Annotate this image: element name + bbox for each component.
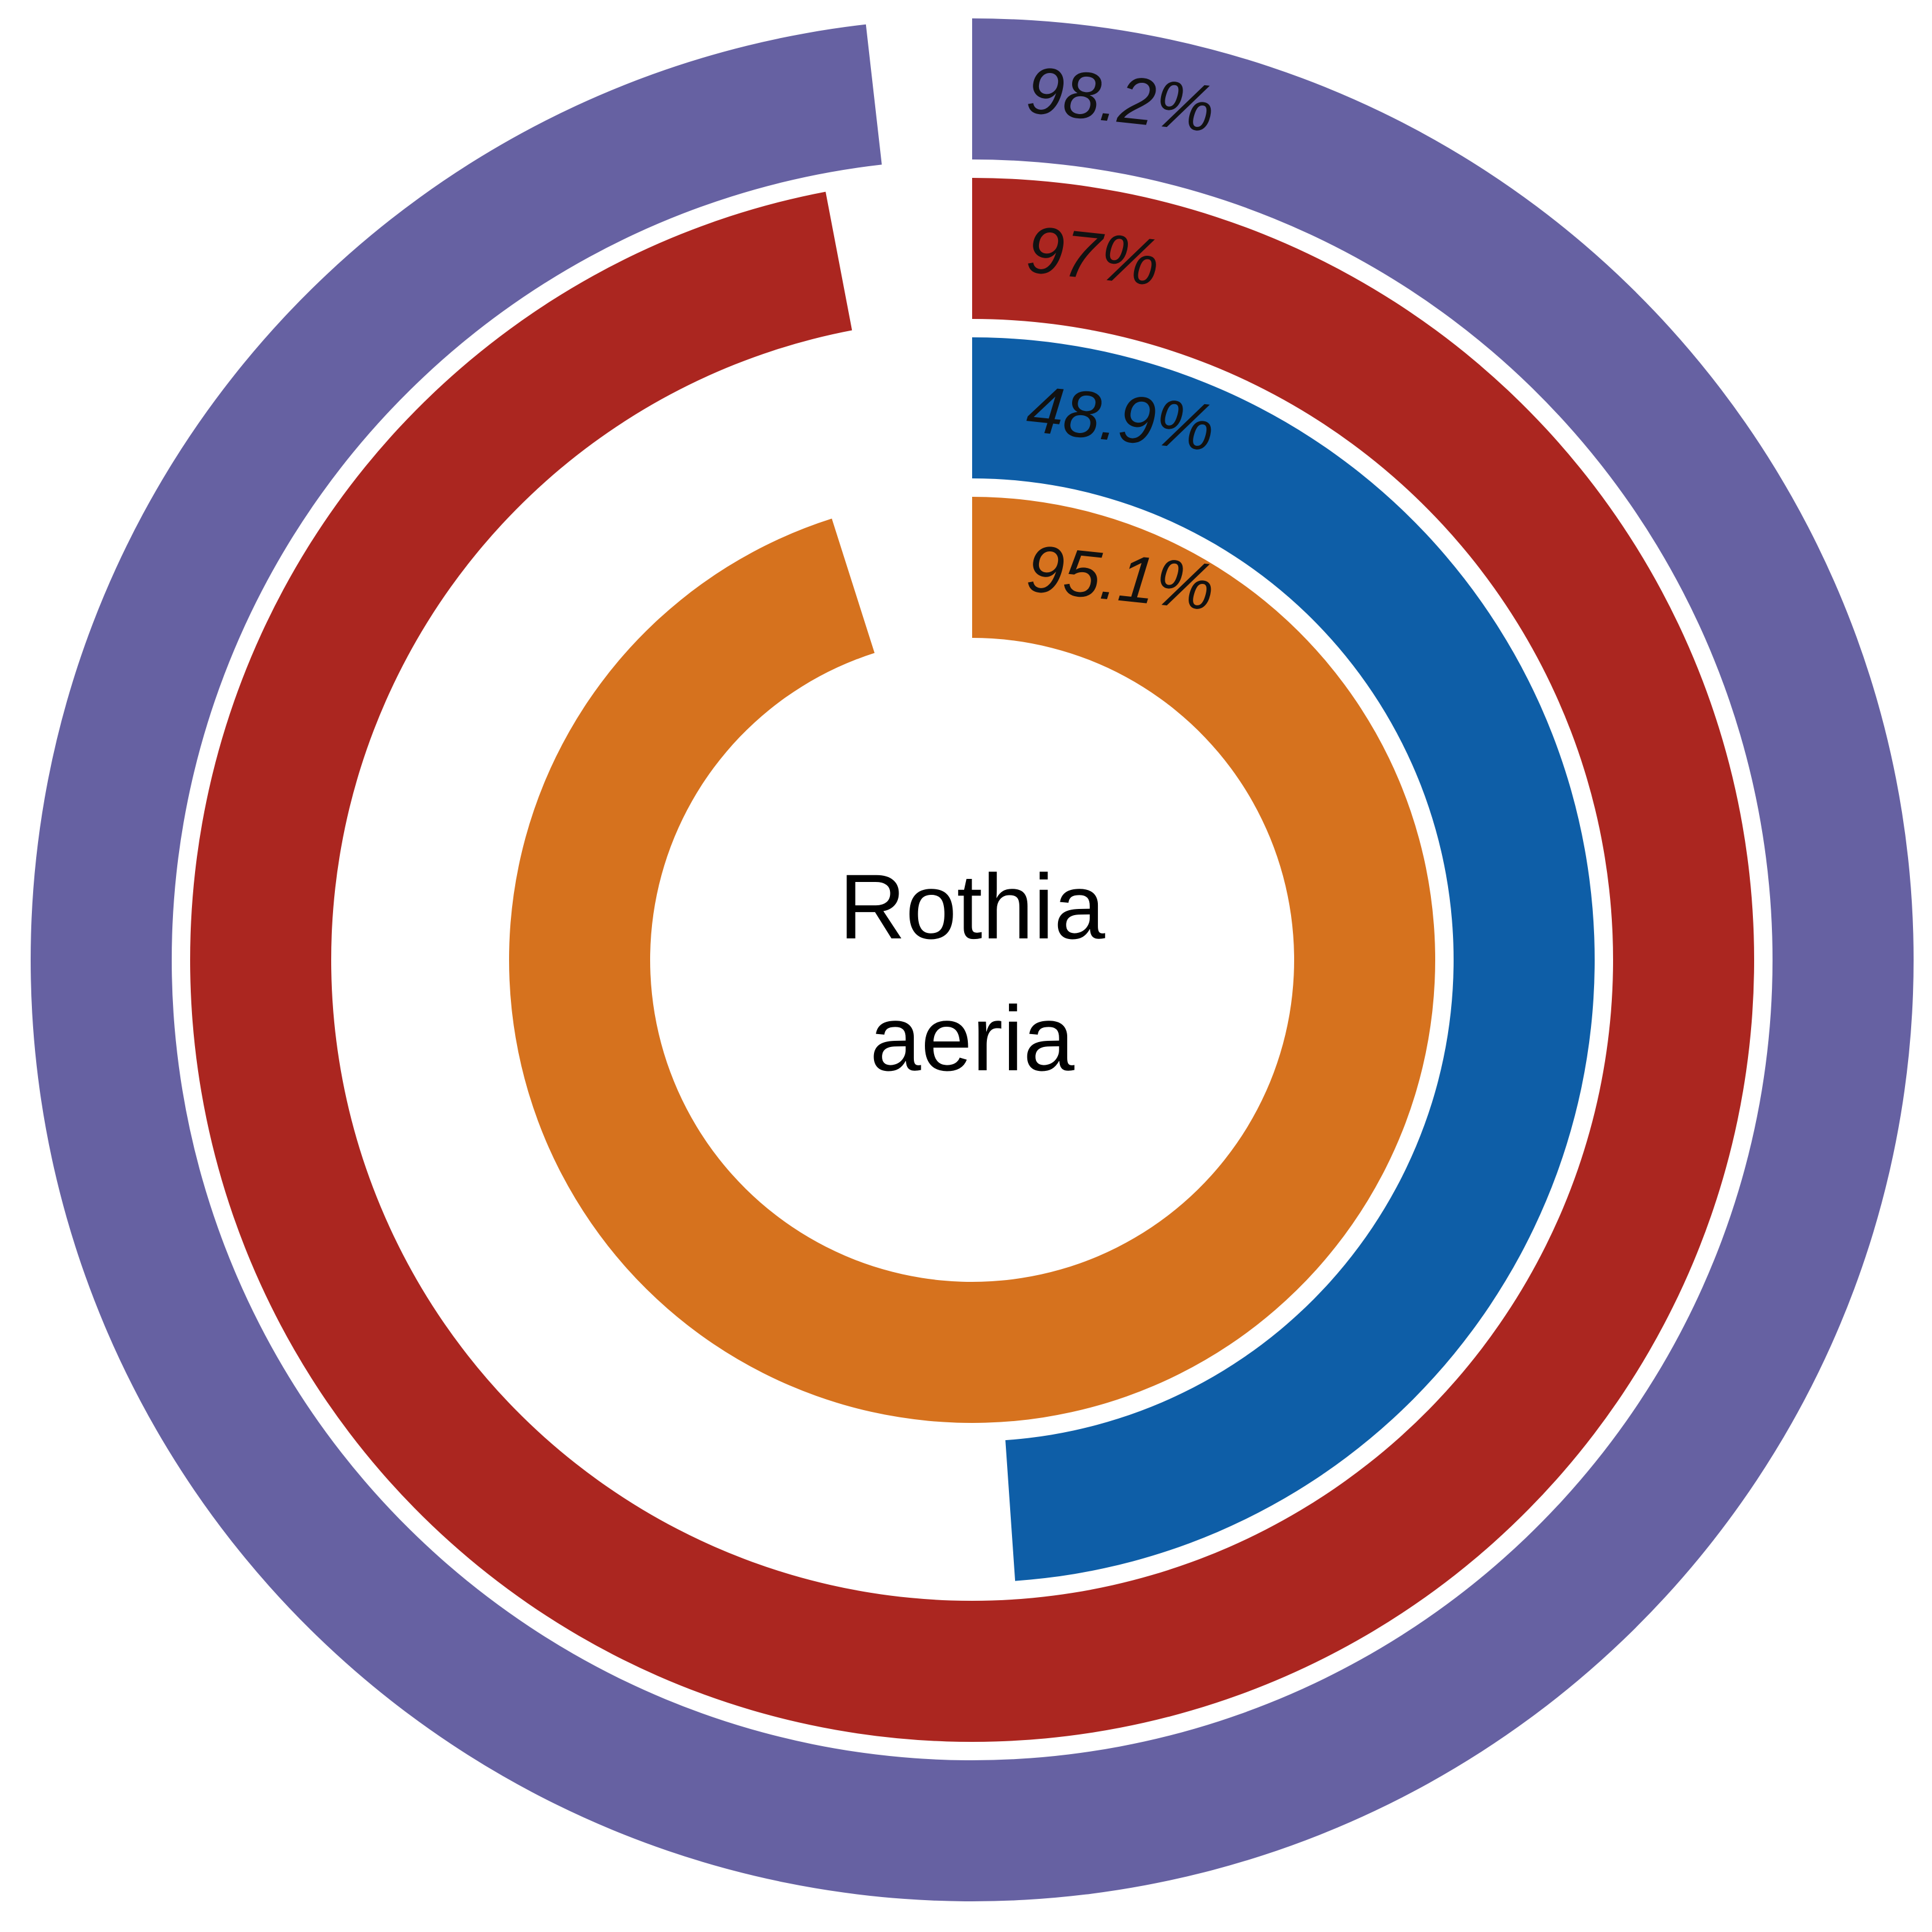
- ring-bar-4: [509, 497, 1435, 1423]
- ring-bar-3: [972, 337, 1595, 1581]
- center-label-line-1: Rothia: [839, 855, 1105, 958]
- ring-labels-group: 98.2%97%48.9%95.1%: [1024, 52, 1218, 624]
- rings-group: [30, 18, 1914, 1901]
- center-label-line-2: aeria: [870, 987, 1075, 1090]
- ring-label-2: 97%: [1024, 212, 1163, 299]
